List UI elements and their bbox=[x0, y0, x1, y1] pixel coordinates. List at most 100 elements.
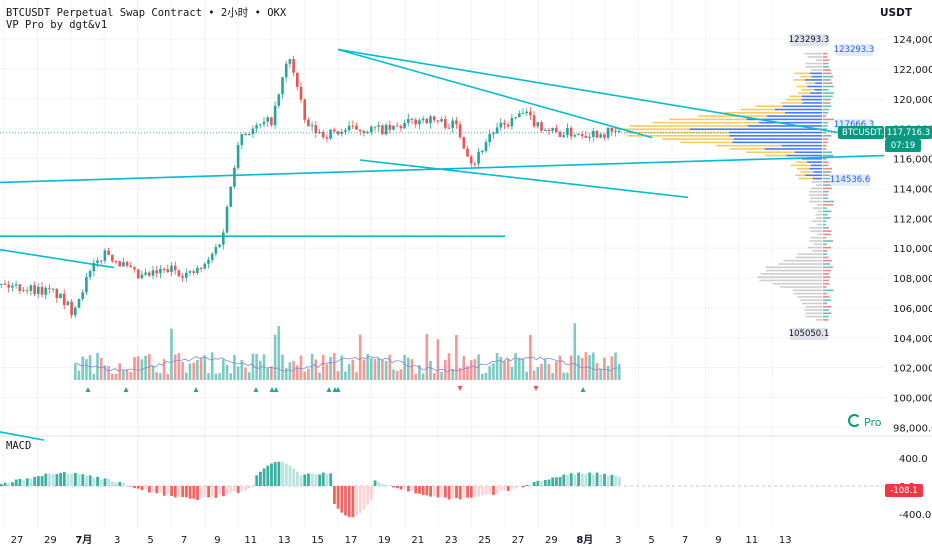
vp-delta-bar bbox=[823, 59, 830, 62]
volume-bar bbox=[610, 356, 614, 380]
vp-bar-down bbox=[774, 108, 822, 111]
vp-bar bbox=[804, 309, 822, 311]
candle-body bbox=[518, 113, 521, 118]
macd-hist-bar bbox=[129, 486, 133, 487]
vp-delta-bar bbox=[823, 65, 829, 68]
macd-hist-bar bbox=[281, 462, 284, 486]
macd-hist-bar bbox=[525, 484, 529, 486]
volume-bar bbox=[373, 358, 377, 380]
volume-ma-line bbox=[73, 355, 618, 373]
candle-body bbox=[199, 267, 203, 269]
vp-bar-up bbox=[729, 148, 765, 150]
candle-body bbox=[462, 137, 466, 149]
time-tick-label: 9 bbox=[715, 535, 721, 546]
macd-hist-bar bbox=[370, 486, 373, 500]
macd-legend[interactable]: MACD bbox=[6, 440, 32, 452]
candle-body bbox=[55, 288, 59, 299]
volume-bar bbox=[288, 362, 292, 380]
vp-bar-down bbox=[781, 144, 822, 147]
vp-delta-bar bbox=[823, 207, 827, 209]
support-line bbox=[0, 154, 885, 184]
vp-delta-bar bbox=[823, 200, 834, 203]
macd-hist-bar bbox=[395, 486, 399, 489]
volume-bar bbox=[162, 359, 166, 380]
volume-bar bbox=[199, 358, 203, 380]
volume-bar bbox=[185, 372, 188, 380]
vp-delta-bar bbox=[823, 144, 827, 147]
price-tick-label: 102,000.0 bbox=[893, 364, 932, 375]
candle-body bbox=[62, 293, 66, 305]
volume-bar bbox=[136, 356, 140, 380]
macd-hist-bar bbox=[299, 475, 303, 486]
macd-hist-bar bbox=[310, 473, 314, 486]
candle-body bbox=[514, 117, 517, 119]
macd-value-badge-text: -108.1 bbox=[890, 486, 917, 496]
candle-body bbox=[196, 267, 199, 273]
volume-bar bbox=[333, 353, 336, 380]
macd-hist-bar bbox=[185, 486, 188, 498]
macd-hist-bar bbox=[37, 476, 40, 486]
vp-delta-bar bbox=[823, 75, 833, 78]
candle-body bbox=[59, 293, 62, 299]
trendlines bbox=[0, 48, 885, 441]
vp-delta-bar bbox=[823, 108, 830, 111]
vp-delta-bar bbox=[823, 62, 829, 65]
macd-hist-bar bbox=[255, 475, 259, 486]
vp-high-badge-text: 123293.3 bbox=[789, 35, 830, 45]
macd-hist-bar bbox=[414, 486, 418, 494]
vp-bar bbox=[805, 312, 822, 315]
price-tick-label: 110,000.0 bbox=[893, 244, 932, 255]
vp-bar bbox=[795, 256, 822, 259]
currency-label[interactable]: USDT bbox=[880, 7, 912, 19]
candle-body bbox=[543, 129, 547, 131]
volume-bar bbox=[399, 369, 403, 380]
vp-delta-bar bbox=[823, 121, 829, 124]
macd-hist-bar bbox=[140, 486, 144, 491]
macd-hist-bar bbox=[273, 462, 277, 486]
volume-bar bbox=[492, 363, 495, 380]
vp-delta-bar bbox=[823, 302, 827, 305]
buy-signal-marker bbox=[193, 387, 199, 392]
macd-hist-bar bbox=[340, 486, 344, 513]
candle-body bbox=[370, 126, 373, 133]
vp-delta-bar bbox=[823, 167, 833, 170]
upper-trendline bbox=[337, 48, 653, 139]
macd-hist-bar bbox=[96, 476, 99, 486]
candle-body bbox=[255, 125, 258, 129]
vp-bar bbox=[779, 286, 822, 288]
vp-delta-bar bbox=[823, 158, 827, 160]
macd-hist-bar bbox=[432, 486, 436, 497]
macd-hist-bar bbox=[247, 486, 251, 489]
candle-body bbox=[51, 288, 55, 290]
vp-bar-down bbox=[767, 115, 822, 117]
candle-body bbox=[610, 127, 614, 132]
volume-bar bbox=[329, 356, 332, 380]
tradingview-pro-logo[interactable]: Pro bbox=[848, 414, 881, 429]
indicator-legend[interactable]: VP Pro by dgt&v1 bbox=[6, 19, 108, 31]
vp-bar-down bbox=[746, 118, 822, 121]
macd-hist-bar bbox=[0, 484, 3, 486]
price-tick-label: 114,000.0 bbox=[893, 184, 932, 195]
volume-bar bbox=[358, 334, 362, 380]
candle-body bbox=[277, 94, 281, 106]
volume-bar bbox=[603, 357, 606, 380]
macd-hist-bar bbox=[558, 477, 562, 486]
volume-bar bbox=[469, 360, 473, 380]
vp-bar-up bbox=[764, 154, 787, 157]
volume-bar bbox=[488, 366, 491, 380]
candle-body bbox=[11, 285, 14, 288]
time-tick-label: 7 bbox=[181, 535, 187, 546]
macd-hist-bar bbox=[236, 486, 240, 494]
volume-bar bbox=[111, 373, 114, 380]
macd-hist-bar bbox=[144, 486, 148, 489]
candle-body bbox=[366, 132, 369, 134]
sell-signal-marker bbox=[457, 386, 463, 391]
sell-signal-marker bbox=[533, 386, 539, 391]
candle-body bbox=[125, 262, 129, 266]
candle-body bbox=[81, 292, 84, 299]
macd-hist-bar bbox=[573, 474, 577, 486]
macd-hist-bar bbox=[547, 479, 551, 486]
candle-body bbox=[555, 127, 558, 133]
